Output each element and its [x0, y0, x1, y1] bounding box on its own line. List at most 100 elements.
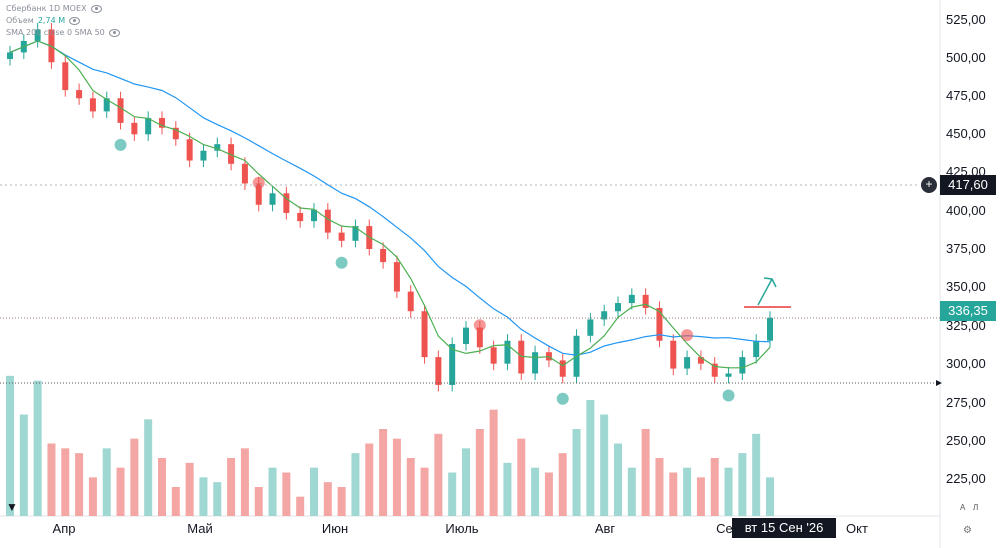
sma-slow-line — [9, 40, 771, 356]
month-label: Окт — [846, 521, 868, 536]
candle-body — [435, 357, 442, 385]
signal-markers — [114, 138, 735, 405]
candle-body — [587, 319, 594, 336]
candle-body — [380, 248, 387, 263]
candle-body — [241, 163, 248, 184]
price-tick: 400,00 — [946, 203, 986, 218]
volume-bar — [683, 467, 692, 516]
volume-bar — [738, 453, 747, 516]
last-price-label: 336,35 — [940, 301, 996, 321]
price-tick: 325,00 — [946, 318, 986, 333]
price-tick: 250,00 — [946, 433, 986, 448]
volume-bar — [517, 438, 526, 516]
volume-bar — [144, 419, 153, 516]
volume-bar — [116, 467, 125, 516]
settings-icon[interactable]: ⚙ — [963, 525, 972, 536]
eye-icon[interactable] — [108, 28, 120, 37]
month-label: Апр — [52, 521, 76, 536]
volume-legend[interactable]: Объем 2,74 M — [6, 16, 81, 25]
volume-bar — [724, 467, 733, 516]
volume-bar — [33, 380, 42, 516]
log-scale-toggle[interactable]: Л — [973, 503, 979, 512]
volume-bar — [351, 453, 360, 516]
volume-bar — [213, 482, 222, 516]
signal-marker — [335, 256, 348, 269]
volume-bar — [627, 467, 636, 516]
volume-legend-value: 2,74 M — [37, 16, 66, 25]
volume-bar — [489, 409, 498, 516]
plus-circle-icon[interactable]: + — [920, 176, 938, 194]
volume-bar — [558, 453, 567, 516]
volume-bar — [752, 433, 761, 516]
candles — [7, 22, 773, 392]
candle-body — [711, 363, 718, 377]
candle-body — [656, 307, 663, 341]
volume-bar — [669, 472, 678, 516]
volume-bar — [766, 477, 774, 516]
candle-body — [145, 117, 152, 135]
volume-bar — [75, 453, 84, 516]
volume-bar — [61, 448, 70, 516]
tradingview-logo[interactable]: ▼ — [6, 500, 18, 514]
eye-icon[interactable] — [69, 16, 81, 25]
volume-bar — [365, 443, 374, 516]
candle-body — [490, 347, 497, 364]
candle-body — [684, 357, 691, 369]
eye-icon[interactable] — [90, 4, 102, 13]
price-tick: 450,00 — [946, 126, 986, 141]
candle-body — [172, 127, 179, 140]
volume-bar — [310, 467, 318, 516]
candle-body — [338, 232, 345, 241]
candle-body — [352, 226, 359, 241]
price-tick: 350,00 — [946, 279, 986, 294]
price-tick: 225,00 — [946, 471, 986, 486]
volume-bar — [268, 467, 277, 516]
volume-bar — [710, 458, 719, 516]
volume-bar — [531, 467, 540, 516]
candle-body — [628, 294, 635, 304]
candle-body — [283, 193, 290, 213]
candle-body — [504, 340, 511, 364]
volume-bar — [379, 429, 388, 516]
symbol-legend[interactable]: Сбербанк 1D MOEX — [6, 4, 102, 13]
volume-bar — [158, 458, 166, 516]
candle-body — [131, 122, 138, 135]
volume-bars — [6, 375, 774, 516]
volume-bar — [199, 477, 208, 516]
candle-body — [62, 62, 69, 91]
candle-body — [559, 360, 566, 377]
volume-bar — [88, 477, 97, 516]
price-tick: 375,00 — [946, 241, 986, 256]
volume-bar — [130, 438, 139, 516]
volume-bar — [600, 414, 609, 516]
volume-bar — [19, 414, 28, 516]
price-tick: 525,00 — [946, 12, 986, 27]
auto-scale-toggle[interactable]: A — [960, 503, 966, 512]
candle-body — [697, 357, 704, 364]
candle-body — [76, 90, 83, 99]
volume-bar — [614, 443, 622, 516]
candle-body — [601, 311, 608, 320]
month-label: Июн — [321, 521, 349, 536]
symbol-legend-text: Сбербанк 1D MOEX — [6, 4, 87, 13]
candle-body — [34, 29, 41, 41]
candle-body — [739, 357, 746, 374]
volume-bar — [47, 443, 56, 516]
price-tick: 500,00 — [946, 50, 986, 65]
axis-arrow-icon — [936, 380, 942, 386]
month-label: Июль — [445, 521, 479, 536]
candle-body — [297, 212, 304, 222]
candle-body — [642, 294, 649, 308]
candle-body — [117, 98, 124, 123]
signal-marker — [556, 392, 569, 405]
candle-body — [7, 52, 13, 59]
sma-legend[interactable]: SMA 200 close 0 SMA 50 — [6, 28, 120, 37]
volume-bar — [586, 400, 595, 516]
crosshair-date-label: вт 15 Сен '26 — [732, 518, 836, 538]
volume-bar — [337, 487, 346, 516]
candle-body — [421, 311, 428, 358]
sma-fast-line — [9, 40, 771, 369]
candle-body — [518, 340, 525, 374]
month-label: Май — [187, 521, 213, 536]
